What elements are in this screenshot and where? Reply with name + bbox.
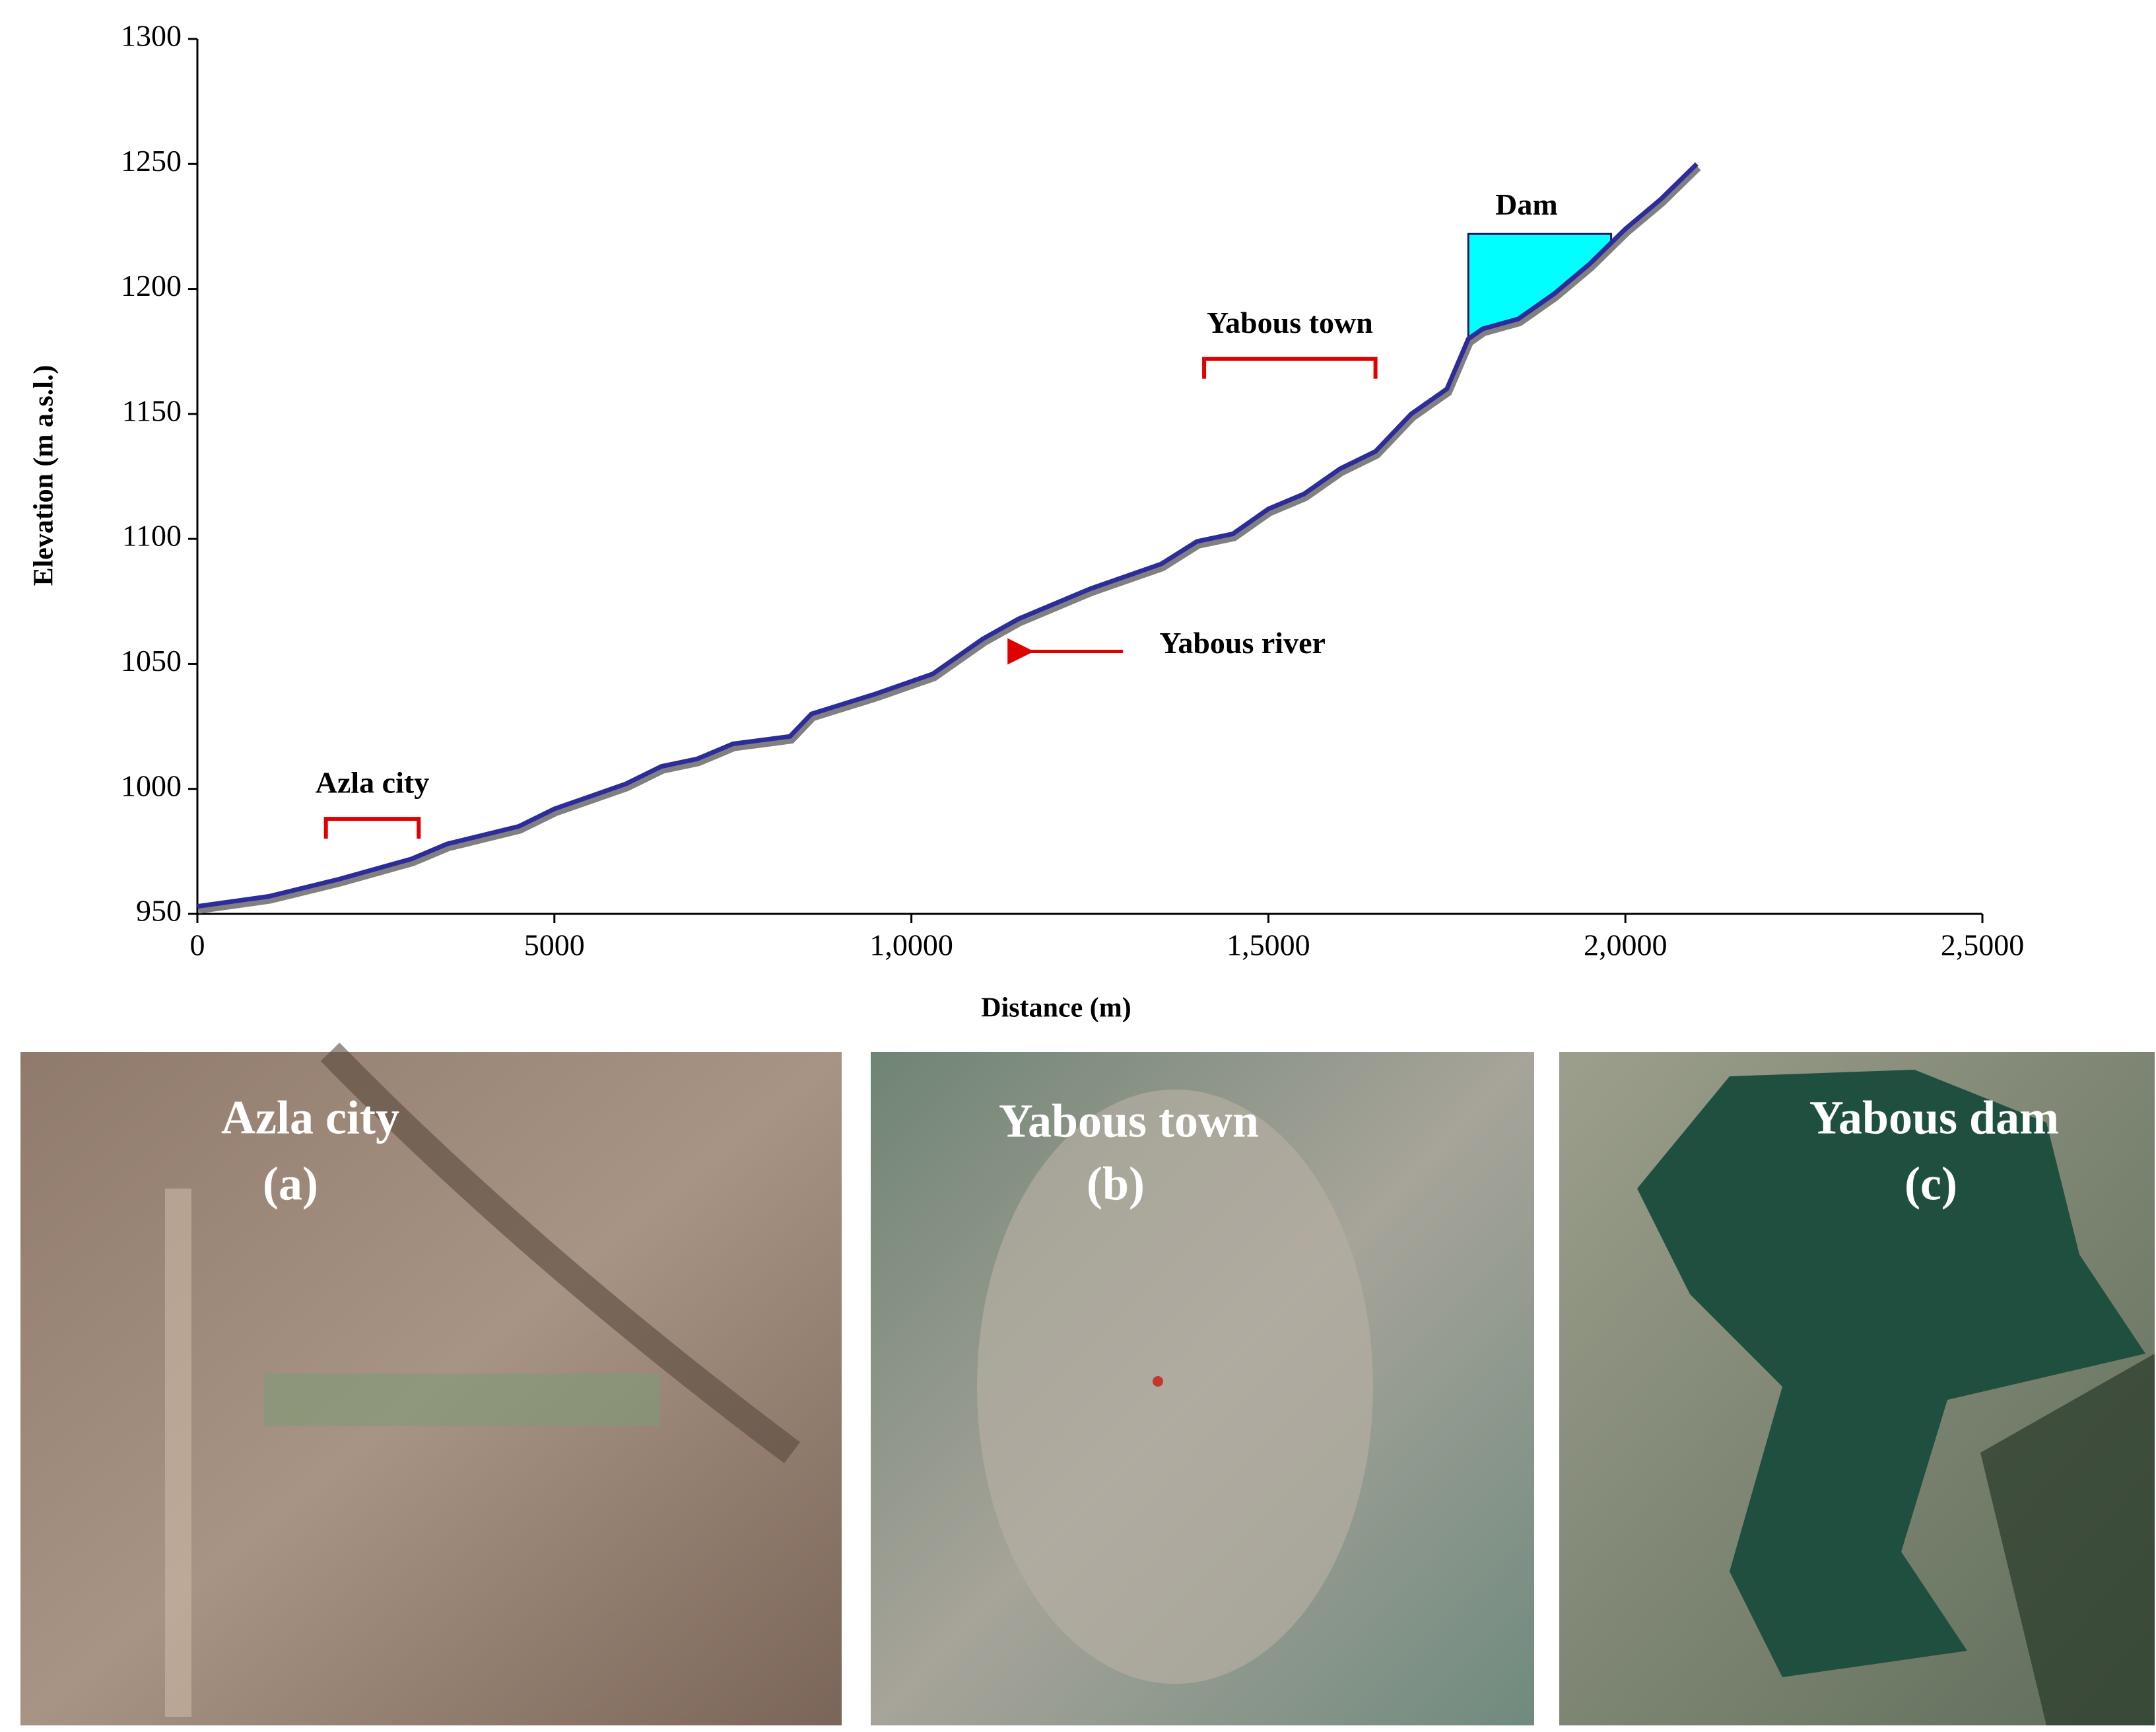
panel-label: (c)	[1904, 1158, 1957, 1210]
y-tick-label: 950	[136, 894, 182, 928]
x-tick-label: 5000	[524, 928, 585, 962]
y-tick-label: 1000	[121, 769, 182, 802]
x-tick-label: 0	[190, 928, 205, 962]
arrow-label: Yabous river	[1159, 626, 1326, 660]
bracket	[1202, 357, 1378, 379]
x-tick-label: 2,5000	[1941, 928, 2025, 962]
y-tick-label: 1100	[122, 519, 182, 553]
terrain-line	[197, 162, 1699, 909]
y-tick-label: 1200	[121, 269, 182, 302]
y-axis-title: Elevation (m a.s.l.)	[29, 365, 59, 586]
reservoir-label: Dam	[1495, 188, 1558, 221]
reservoir	[1467, 232, 1613, 341]
panel-label: (b)	[1087, 1158, 1145, 1210]
x-axis-title: Distance (m)	[981, 993, 1131, 1023]
bracket	[323, 817, 421, 839]
y-tick-label: 1250	[121, 144, 182, 178]
panel-title: Yabous town	[999, 1095, 1259, 1148]
y-tick-label: 1300	[121, 19, 182, 53]
y-tick-label: 1050	[121, 644, 182, 677]
x-tick-label: 2,0000	[1584, 928, 1668, 962]
panel-label: (a)	[263, 1158, 318, 1210]
bracket-label: Yabous town	[1207, 306, 1373, 339]
terrain-shadow	[198, 164, 1701, 914]
panel-title: Azla city	[221, 1091, 399, 1144]
photo-panel: Yabous town (b)	[871, 1052, 1534, 1725]
y-tick-label: 1150	[122, 394, 182, 427]
photo-panel: Azla city (a)	[20, 1043, 842, 1725]
photo-panel: Yabous dam (c)	[1559, 1052, 2155, 1725]
x-tick-label: 1,0000	[869, 928, 953, 962]
x-tick-label: 1,5000	[1227, 928, 1310, 962]
bracket-label: Azla city	[316, 766, 429, 800]
panel-title: Yabous dam	[1809, 1091, 2059, 1144]
